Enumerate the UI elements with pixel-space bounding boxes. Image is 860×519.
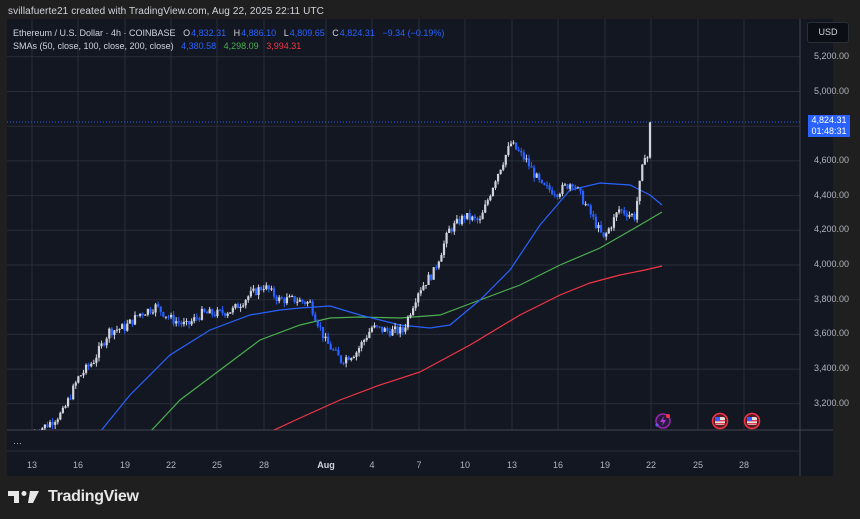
price-axis-label: 4,200.00	[814, 224, 850, 235]
time-axis-label: 25	[692, 460, 704, 470]
low-value: 4,809.65	[289, 28, 325, 38]
price-axis-label: 5,000.00	[814, 85, 850, 96]
time-axis-label: 10	[459, 460, 471, 470]
high-value: 4,886.10	[241, 28, 277, 38]
tradingview-logo-icon	[8, 491, 39, 503]
time-axis-label: 16	[72, 460, 84, 470]
change-value: −9.34 (−0.19%)	[382, 28, 445, 38]
time-axis-label: 19	[599, 460, 611, 470]
price-axis-label: 3,400.00	[814, 363, 850, 374]
dividends-event-icon[interactable]	[655, 413, 671, 429]
open-label: O	[183, 28, 191, 38]
time-axis-label: 28	[738, 460, 750, 470]
close-label: C	[332, 28, 339, 38]
sma-label[interactable]: SMAs (50, close, 100, close, 200, close)	[13, 41, 174, 51]
tradingview-logo-text: TradingView	[48, 488, 139, 505]
time-axis-label: 13	[26, 460, 38, 470]
time-axis-label: 16	[552, 460, 564, 470]
symbol-title[interactable]: Ethereum / U.S. Dollar · 4h · COINBASE	[13, 28, 176, 38]
tradingview-logo[interactable]: TradingView	[8, 488, 139, 506]
price-axis-label: 3,800.00	[814, 293, 850, 304]
us-economic-event-icon[interactable]	[711, 412, 729, 430]
time-axis-label: 4	[369, 460, 375, 470]
last-price-tag: 4,824.31 01:48:31	[808, 115, 850, 137]
close-value: 4,824.31	[339, 28, 375, 38]
time-axis-label: 7	[416, 460, 422, 470]
time-axis-label: 13	[506, 460, 518, 470]
time-axis-label: 19	[119, 460, 131, 470]
sma100-value: 4,298.09	[223, 41, 259, 51]
time-axis-label: 22	[165, 460, 177, 470]
currency-selector[interactable]: USD	[807, 22, 849, 43]
price-axis-label: 4,000.00	[814, 259, 850, 269]
price-axis-label: 3,200.00	[814, 397, 850, 408]
last-price: 4,824.31	[811, 115, 847, 125]
time-axis-label: 22	[645, 460, 657, 470]
price-axis-label: 5,200.00	[814, 50, 850, 61]
high-label: H	[233, 28, 241, 38]
price-axis-label: 4,400.00	[814, 189, 850, 200]
open-value: 4,832.31	[191, 28, 227, 38]
price-axis-label: 4,600.00	[814, 154, 850, 165]
sma-row: SMAs (50, close, 100, close, 200, close)…	[13, 40, 444, 53]
chart-credit: svillafuerte21 created with TradingView.…	[8, 6, 324, 17]
time-axis-label: Aug	[317, 460, 335, 470]
sma200-value: 3,994.31	[266, 41, 302, 51]
sma50-value: 4,380.58	[181, 41, 217, 51]
chart-panel[interactable]: Ethereum / U.S. Dollar · 4h · COINBASE O…	[7, 19, 833, 476]
us-economic-event-icon[interactable]	[743, 412, 761, 430]
chart-legend: Ethereum / U.S. Dollar · 4h · COINBASE O…	[13, 27, 444, 53]
more-indicators-button[interactable]: ···	[13, 438, 22, 448]
symbol-row: Ethereum / U.S. Dollar · 4h · COINBASE O…	[13, 27, 444, 40]
time-axis-label: 28	[258, 460, 270, 470]
bar-countdown: 01:48:31	[811, 126, 847, 136]
low-label: L	[283, 28, 289, 38]
time-axis-label: 25	[211, 460, 223, 470]
price-chart[interactable]	[7, 19, 833, 476]
price-axis-label: 3,600.00	[814, 328, 850, 339]
